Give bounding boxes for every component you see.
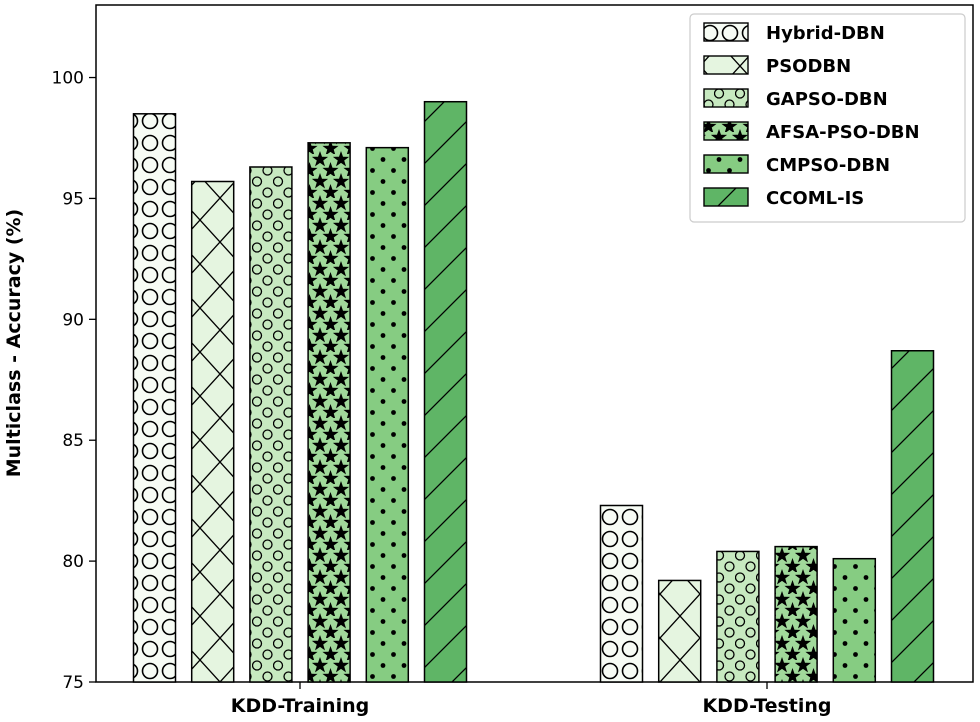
legend-label: AFSA-PSO-DBN — [766, 122, 920, 143]
y-tick-label: 80 — [62, 552, 84, 572]
bar-psodbn-kdd-training — [190, 180, 235, 683]
legend-swatch — [703, 121, 749, 141]
y-tick-label: 75 — [62, 673, 84, 693]
bar-cmpso-dbn-kdd-training — [365, 146, 410, 683]
bar-ccoml-is-kdd-testing — [890, 350, 935, 683]
bar-gapso-dbn-kdd-training — [249, 166, 293, 683]
x-axis-ticks: KDD-Training KDD-Testing — [231, 682, 832, 717]
bar-hybrid-dbn-kdd-training — [132, 113, 177, 683]
legend-label: CCOML-IS — [766, 188, 864, 209]
legend-label: GAPSO-DBN — [766, 89, 888, 110]
legend: Hybrid-DBN PSODBN GAPSO-DBN AFSA-PSO-DBN CMP… — [689, 13, 966, 223]
y-axis-label: Multiclass - Accuracy (%) — [3, 209, 25, 478]
bar-cmpso-dbn-kdd-testing — [832, 557, 877, 683]
legend-swatch — [703, 187, 749, 207]
bar-ccoml-is-kdd-training — [423, 100, 468, 683]
legend-label: CMPSO-DBN — [766, 155, 890, 176]
bar-afsa-pso-dbn-kdd-testing — [774, 545, 818, 683]
legend-frame — [689, 13, 966, 223]
x-tick-label: KDD-Training — [231, 695, 369, 717]
y-axis-ticks: 75 80 85 90 95 100 — [52, 69, 96, 693]
bar-afsa-pso-dbn-kdd-training — [307, 142, 351, 683]
y-tick-label: 100 — [52, 69, 84, 89]
x-tick-label: KDD-Testing — [702, 695, 831, 717]
bar-hybrid-dbn-kdd-testing — [599, 504, 644, 683]
legend-swatch — [703, 55, 749, 75]
plot-frame — [95, 4, 974, 683]
y-tick-label: 95 — [62, 189, 84, 209]
bar-psodbn-kdd-testing — [657, 579, 702, 683]
legend-swatch — [703, 22, 749, 42]
bars-group — [132, 100, 935, 683]
y-tick-label: 85 — [62, 431, 84, 451]
legend-label: Hybrid-DBN — [766, 23, 885, 44]
legend-swatch — [703, 154, 749, 174]
bar-gapso-dbn-kdd-testing — [716, 550, 760, 683]
legend-label: PSODBN — [766, 56, 851, 77]
legend-swatch — [703, 88, 749, 108]
y-tick-label: 90 — [62, 310, 84, 330]
